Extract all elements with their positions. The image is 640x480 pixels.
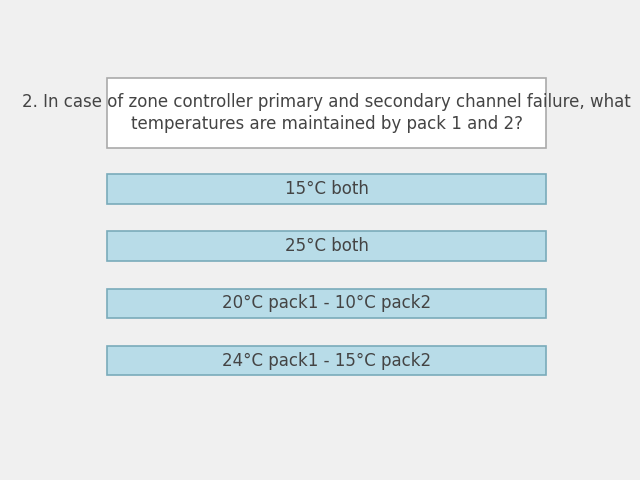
FancyBboxPatch shape xyxy=(108,174,547,204)
FancyBboxPatch shape xyxy=(108,78,547,148)
Text: 25°C both: 25°C both xyxy=(285,237,369,255)
FancyBboxPatch shape xyxy=(108,231,547,261)
Text: 20°C pack1 - 10°C pack2: 20°C pack1 - 10°C pack2 xyxy=(222,294,431,312)
Text: temperatures are maintained by pack 1 and 2?: temperatures are maintained by pack 1 an… xyxy=(131,115,523,133)
Text: 15°C both: 15°C both xyxy=(285,180,369,198)
Text: 2. In case of zone controller primary and secondary channel failure, what: 2. In case of zone controller primary an… xyxy=(22,93,631,111)
FancyBboxPatch shape xyxy=(108,288,547,318)
Text: 24°C pack1 - 15°C pack2: 24°C pack1 - 15°C pack2 xyxy=(222,352,431,370)
FancyBboxPatch shape xyxy=(108,346,547,375)
